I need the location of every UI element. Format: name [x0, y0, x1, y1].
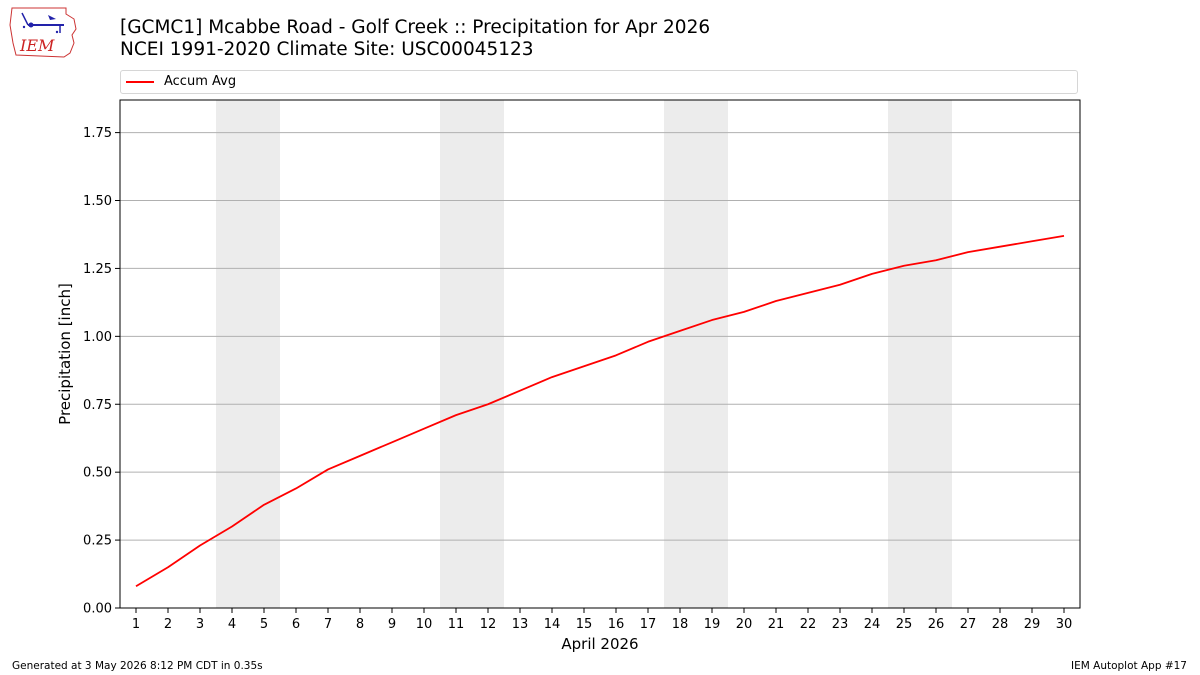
plot-frame [119, 99, 1081, 609]
y-axis-label: Precipitation [inch] [56, 283, 74, 425]
y-tick-label: 1.75 [83, 126, 112, 141]
x-tick-label: 25 [896, 617, 913, 632]
x-tick-label: 28 [992, 617, 1009, 632]
x-tick-label: 10 [416, 617, 433, 632]
x-tick-label: 24 [864, 617, 881, 632]
x-tick-label: 23 [832, 617, 849, 632]
weekend-band [216, 100, 280, 608]
iem-logo: IEM [9, 7, 77, 58]
x-tick-label: 30 [1056, 617, 1073, 632]
y-tick-label: 0.00 [83, 602, 112, 617]
logo-text: IEM [19, 36, 55, 55]
x-tick-label: 18 [672, 617, 689, 632]
legend: Accum Avg [120, 70, 1078, 94]
y-tick-label: 1.25 [83, 262, 112, 277]
x-tick-label: 16 [608, 617, 625, 632]
generated-timestamp: Generated at 3 May 2026 8:12 PM CDT in 0… [12, 660, 263, 672]
weekend-band [888, 100, 952, 608]
chart-title: [GCMC1] Mcabbe Road - Golf Creek :: Prec… [120, 17, 710, 61]
x-tick-label: 27 [960, 617, 977, 632]
x-tick-label: 13 [512, 617, 529, 632]
y-tick-label: 1.50 [83, 194, 112, 209]
weekend-band [440, 100, 504, 608]
x-tick-label: 29 [1024, 617, 1041, 632]
y-tick-label: 0.75 [83, 398, 112, 413]
weekend-band [664, 100, 728, 608]
x-tick-label: 26 [928, 617, 945, 632]
x-tick-label: 14 [544, 617, 561, 632]
y-tick-label: 1.00 [83, 330, 112, 345]
x-tick-label: 9 [388, 617, 396, 632]
legend-swatch-accum-avg [126, 81, 154, 83]
x-tick-label: 5 [260, 617, 268, 632]
x-tick-label: 7 [324, 617, 332, 632]
legend-label-accum-avg: Accum Avg [164, 74, 237, 89]
x-tick-label: 20 [736, 617, 753, 632]
x-tick-label: 12 [480, 617, 497, 632]
x-tick-label: 6 [292, 617, 300, 632]
x-tick-label: 15 [576, 617, 593, 632]
x-tick-label: 2 [164, 617, 172, 632]
y-tick-label: 0.50 [83, 466, 112, 481]
app-label: IEM Autoplot App #17 [1071, 660, 1187, 672]
x-axis-label: April 2026 [561, 635, 638, 653]
x-tick-label: 3 [196, 617, 204, 632]
x-tick-label: 21 [768, 617, 785, 632]
x-tick-label: 8 [356, 617, 364, 632]
x-tick-label: 19 [704, 617, 721, 632]
y-tick-label: 0.25 [83, 534, 112, 549]
series-line-accum-avg [135, 234, 1065, 588]
x-tick-label: 17 [640, 617, 657, 632]
x-tick-label: 22 [800, 617, 817, 632]
title-line-2: NCEI 1991-2020 Climate Site: USC00045123 [120, 39, 534, 60]
x-tick-label: 1 [132, 617, 140, 632]
x-tick-label: 11 [448, 617, 465, 632]
title-line-1: [GCMC1] Mcabbe Road - Golf Creek :: Prec… [120, 17, 711, 38]
x-tick-label: 4 [228, 617, 236, 632]
